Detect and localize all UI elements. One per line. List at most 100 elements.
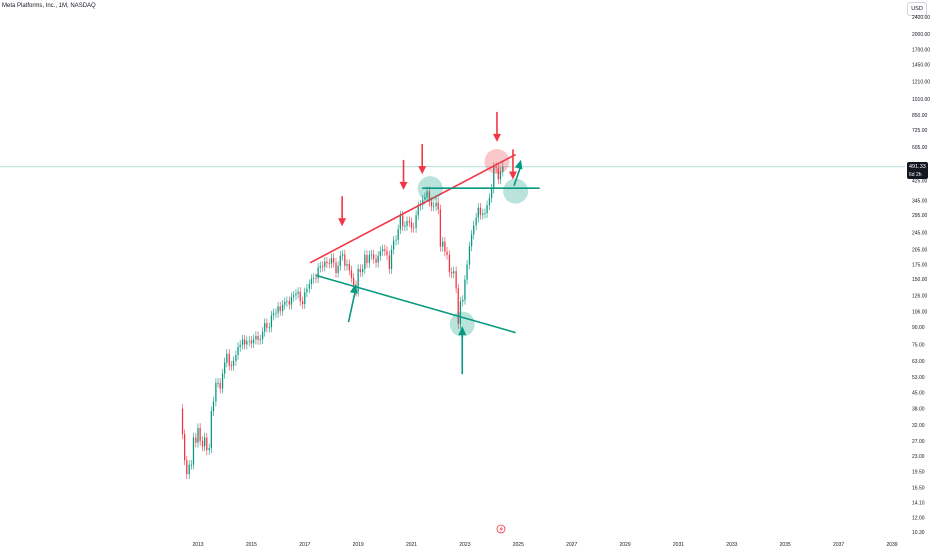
time-tick-label: 2029 — [620, 542, 631, 548]
candle-body — [264, 323, 266, 332]
circle-marker-icon[interactable] — [484, 148, 510, 174]
price-tick-label: 75.00 — [912, 342, 925, 348]
candle-body — [479, 207, 482, 215]
candle-body — [384, 249, 386, 251]
candle-body — [252, 339, 255, 344]
arrow-icon[interactable] — [508, 149, 517, 180]
candle-body — [268, 327, 270, 329]
candle-body — [199, 427, 201, 441]
time-tick-label: 2015 — [246, 542, 257, 548]
candle-body — [208, 448, 210, 451]
candle-body — [368, 255, 371, 264]
time-tick-label: 2023 — [459, 542, 470, 548]
candle-body — [379, 251, 381, 256]
price-tick-label: 12.00 — [912, 516, 925, 522]
candle-body — [344, 254, 346, 266]
candle-body — [190, 464, 192, 466]
candle-body — [270, 315, 273, 328]
candle-body — [224, 362, 226, 374]
price-tick-label: 23.00 — [912, 454, 925, 460]
candle-body — [286, 300, 288, 302]
bar-countdown-label: 6d 2h — [909, 171, 922, 178]
candlestick-series — [181, 162, 504, 479]
candle-body — [357, 268, 359, 292]
candle-body — [206, 437, 208, 451]
candle-body — [459, 301, 462, 324]
candle-body — [406, 221, 408, 226]
candle-body — [272, 313, 275, 316]
price-tick-label: 1010.00 — [912, 97, 930, 103]
resistance-trendline[interactable] — [309, 153, 517, 264]
candle-body — [310, 278, 313, 285]
circle-marker-icon[interactable] — [417, 176, 443, 202]
candle-body — [210, 411, 212, 449]
arrow-icon[interactable] — [399, 159, 408, 190]
candle-body — [230, 365, 233, 367]
candle-body — [424, 197, 426, 200]
price-axis[interactable]: 2400.00 2000.00 1700.00 1450.00 1210.00 1010.… — [912, 15, 930, 536]
candle-body — [399, 215, 401, 230]
price-tick-label: 63.00 — [912, 359, 925, 365]
candle-body — [428, 191, 431, 202]
candle-body — [388, 255, 391, 269]
candle-body — [466, 264, 468, 280]
candle-body — [192, 437, 195, 465]
candle-body — [393, 240, 395, 250]
candle-body — [299, 291, 301, 302]
time-axis[interactable]: 2013 2015 2017 2019 2021 2023 2025 2027 2029 2031… — [192, 542, 897, 548]
candle-body — [326, 261, 328, 264]
candle-body — [266, 323, 268, 328]
candle-body — [473, 225, 475, 235]
candle-body — [248, 340, 250, 342]
currency-badge[interactable]: USD — [907, 2, 927, 16]
candle-body — [312, 278, 315, 279]
time-tick-label: 2013 — [192, 542, 203, 548]
arrow-icon[interactable] — [513, 159, 523, 186]
price-tick-label: 10.30 — [912, 530, 925, 536]
candle-body — [397, 229, 399, 240]
candle-body — [337, 266, 339, 273]
candle-body — [335, 262, 337, 273]
price-tick-label: 1700.00 — [912, 48, 930, 54]
arrow-icon[interactable] — [347, 284, 358, 323]
candle-body — [439, 209, 442, 247]
candle-body — [502, 166, 504, 172]
arrow-icon[interactable] — [492, 111, 501, 142]
arrow-icon[interactable] — [458, 326, 467, 375]
last-price-label: 491.33 — [909, 163, 926, 170]
candle-body — [442, 241, 444, 247]
price-tick-label: 425.00 — [912, 179, 928, 185]
chart-title: Meta Platforms, Inc., 1M, NASDAQ — [2, 3, 96, 9]
candle-body — [426, 191, 428, 198]
candle-body — [350, 270, 353, 278]
candle-body — [488, 197, 491, 206]
arrow-icon[interactable] — [418, 144, 427, 175]
lower-support-trendline[interactable] — [315, 274, 516, 334]
time-tick-label: 2027 — [566, 542, 577, 548]
candle-body — [181, 408, 184, 435]
time-tick-label: 2021 — [406, 542, 417, 548]
candle-body — [184, 434, 186, 461]
candle-body — [315, 278, 317, 279]
circle-marker-icon[interactable] — [449, 311, 475, 337]
candle-body — [386, 250, 388, 256]
price-tick-label: 1210.00 — [912, 80, 930, 86]
candle-body — [417, 205, 419, 216]
lightning-icon[interactable] — [496, 524, 506, 534]
candle-body — [455, 271, 457, 289]
price-tick-label: 175.00 — [912, 262, 928, 268]
time-tick-label: 2019 — [353, 542, 364, 548]
price-tick-label: 126.00 — [912, 293, 928, 299]
price-tick-label: 1450.00 — [912, 63, 930, 69]
arrow-icon[interactable] — [338, 196, 347, 227]
candle-body — [415, 215, 417, 228]
time-tick-label: 2031 — [673, 542, 684, 548]
price-tick-label: 345.00 — [912, 198, 928, 204]
candle-body — [448, 254, 451, 273]
price-tick-label: 725.00 — [912, 128, 928, 134]
circle-marker-icon[interactable] — [503, 178, 529, 204]
price-tick-label: 2400.00 — [912, 15, 930, 21]
candle-body — [217, 382, 219, 384]
candle-body — [324, 261, 326, 267]
